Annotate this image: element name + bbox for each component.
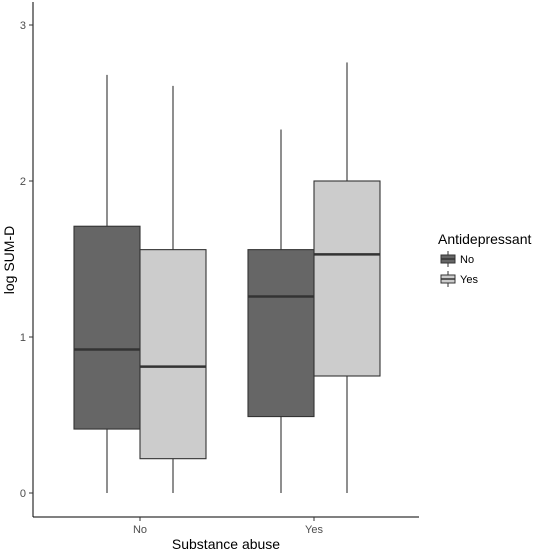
legend-title: Antidepressant [438,231,532,247]
x-axis-title: Substance abuse [172,536,280,550]
y-tick-label-2: 2 [20,176,26,188]
box-no-antidepressant-yes-substance [247,129,315,493]
x-tick-label-yes: Yes [305,524,323,536]
box-yes-antidepressant-yes-substance [313,62,381,493]
iqr-box [73,225,141,430]
box-no-antidepressant-no-substance [73,74,141,493]
legend-item-yes: Yes [440,271,478,287]
iqr-box [247,249,315,418]
legend-label-no: No [460,254,474,266]
plot-area [73,62,381,493]
legend-label-yes: Yes [460,274,478,286]
x-tick-label-no: No [133,524,147,536]
box-yes-antidepressant-no-substance [139,85,207,493]
iqr-box [313,180,381,377]
y-axis-title: log SUM-D [1,226,17,294]
y-tick-label-3: 3 [20,20,26,32]
y-tick-label-1: 1 [20,332,26,344]
y-tick-label-0: 0 [20,488,26,500]
legend: Antidepressant No Yes [438,231,532,287]
iqr-box [139,249,207,460]
legend-item-no: No [440,251,474,267]
axes: 0 1 2 3 No Yes [20,2,419,536]
